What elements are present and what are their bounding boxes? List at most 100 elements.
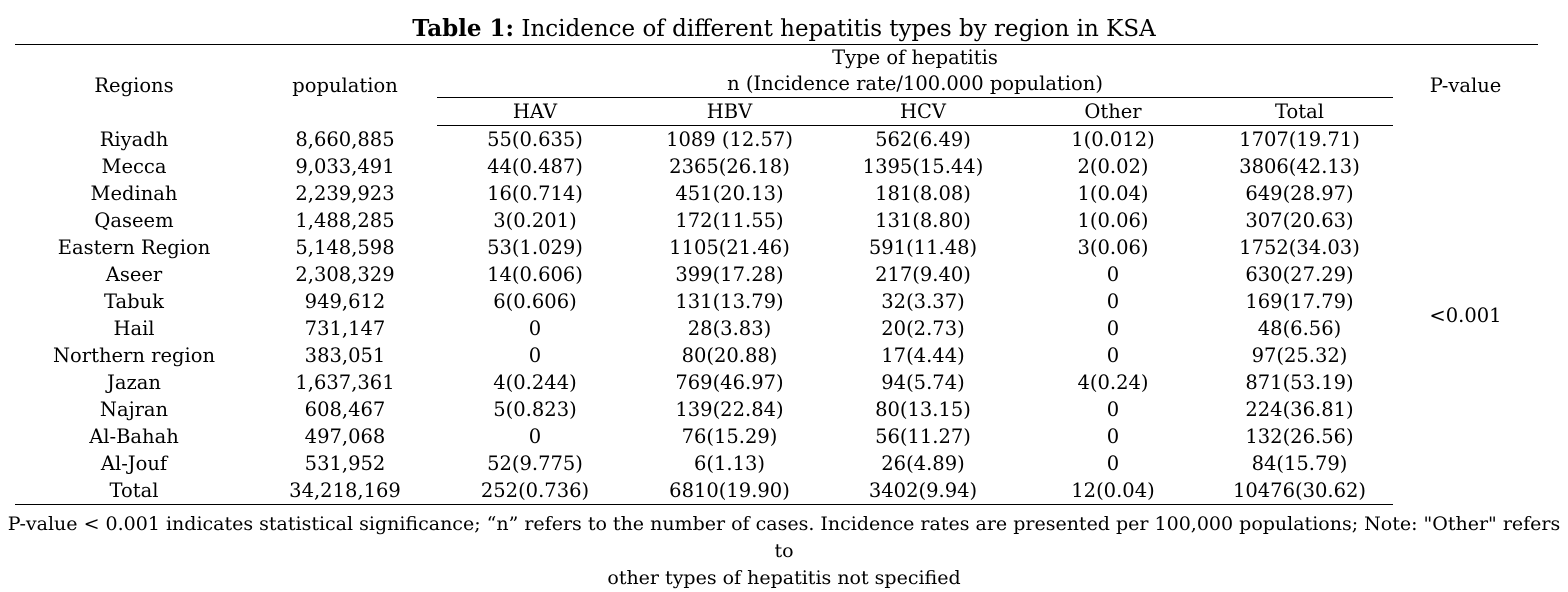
cell-region: Aseer: [105, 263, 163, 286]
cell-population: 531,952: [304, 452, 386, 475]
cell-total: 871(53.19): [1245, 371, 1354, 394]
table-title-label: Table 1:: [412, 15, 515, 42]
cell-region: Mecca: [101, 155, 167, 178]
cell-region: Al-Jouf: [100, 452, 168, 475]
cell-other: 0: [1106, 425, 1120, 448]
cell-hcv: 181(8.08): [875, 182, 971, 205]
table-row: Jazan 1,637,361 4(0.244) 769(46.97) 94(5.74)…: [15, 369, 1538, 396]
cell-total: 1707(19.71): [1239, 128, 1360, 151]
cell-population: 8,660,885: [295, 127, 395, 151]
table-row: Total 34,218,169 252(0.736) 6810(19.90) 3402…: [15, 477, 1538, 505]
cell-hcv: 26(4.89): [881, 452, 965, 475]
cell-total: 307(20.63): [1245, 209, 1354, 232]
header-other: Other: [1020, 97, 1206, 126]
cell-hcv: 94(5.74): [881, 371, 965, 394]
cell-total: 649(28.97): [1245, 182, 1354, 205]
cell-hcv: 80(13.15): [875, 398, 971, 421]
header-pvalue: P-value: [1393, 44, 1538, 126]
header-total: Total: [1206, 97, 1393, 126]
cell-hcv: 17(4.44): [881, 344, 965, 367]
cell-total: 630(27.29): [1245, 263, 1354, 286]
cell-population: 949,612: [304, 290, 386, 313]
header-type-of-hepatitis: Type of hepatitis: [437, 44, 1393, 71]
header-hbv: HBV: [633, 97, 826, 126]
cell-total: 10476(30.62): [1206, 477, 1393, 505]
cell-total: 169(17.79): [1245, 290, 1354, 313]
cell-region: Total: [15, 477, 253, 505]
cell-population: 383,051: [304, 344, 386, 367]
cell-other: 1(0.04): [1077, 182, 1149, 205]
cell-region: Eastern Region: [57, 236, 211, 259]
cell-other: 2(0.02): [1077, 155, 1149, 178]
cell-region: Hail: [113, 317, 155, 340]
table-title-text: Incidence of different hepatitis types b…: [521, 16, 1156, 42]
cell-hbv: 76(15.29): [681, 425, 778, 448]
header-hcv: HCV: [826, 97, 1020, 126]
cell-region: Al-Bahah: [89, 425, 179, 448]
cell-hav: 55(0.635): [487, 128, 583, 151]
cell-hbv: 1105(21.46): [669, 236, 790, 259]
table-row: Medinah 2,239,923 16(0.714) 451(20.13) 181(8…: [15, 180, 1538, 207]
table-row: Riyadh 8,660,885 55(0.635) 1089 (12.57) 562(…: [15, 126, 1538, 327]
cell-hcv: 217(9.40): [875, 263, 971, 286]
cell-region: Qaseem: [94, 209, 174, 232]
table-row: Northern region 383,051 0 80(20.88) 17(4.44)…: [15, 342, 1538, 369]
cell-region: Tabuk: [104, 290, 164, 313]
cell-hav: 0: [528, 317, 542, 340]
cell-hbv: 399(17.28): [675, 263, 784, 286]
cell-population: 5,148,598: [295, 236, 395, 259]
cell-other: 3(0.06): [1077, 236, 1149, 259]
cell-hcv: 591(11.48): [868, 236, 978, 259]
document-page: Table 1: Incidence of different hepatiti…: [0, 14, 1568, 589]
cell-total: 132(26.56): [1245, 425, 1354, 448]
cell-other: 0: [1106, 317, 1120, 340]
cell-hcv: 56(11.27): [875, 425, 971, 448]
table-row: Al-Jouf 531,952 52(9.775) 6(1.13) 26(4.89) 0 8…: [15, 450, 1538, 477]
header-population: population: [253, 44, 437, 126]
cell-total: 97(25.32): [1251, 344, 1348, 367]
cell-hav: 6(0.606): [493, 290, 577, 313]
cell-hcv: 32(3.37): [881, 290, 965, 313]
table-row: Eastern Region 5,148,598 53(1.029) 1105(21.…: [15, 234, 1538, 261]
table-row: Al-Bahah 497,068 0 76(15.29) 56(11.27) 0 132(2…: [15, 423, 1538, 450]
cell-hav: 53(1.029): [487, 236, 583, 259]
cell-population: 2,239,923: [295, 182, 395, 205]
cell-region: Riyadh: [99, 127, 169, 151]
table-title: Table 1: Incidence of different hepatiti…: [0, 14, 1568, 44]
cell-total: 3806(42.13): [1239, 155, 1360, 178]
cell-hbv: 6(1.13): [693, 452, 766, 475]
cell-hcv: 562(6.49): [875, 128, 971, 151]
cell-total: 1752(34.03): [1239, 236, 1360, 259]
table-row: Hail 731,147 0 28(3.83) 20(2.73) 0 48(6.56): [15, 315, 1538, 342]
cell-hcv: 3402(9.94): [826, 477, 1020, 505]
cell-hav: 5(0.823): [493, 398, 577, 421]
cell-hav: 252(0.736): [437, 477, 633, 505]
header-regions: Regions: [15, 44, 253, 126]
cell-other: 0: [1106, 398, 1120, 421]
cell-hbv: 28(3.83): [687, 317, 772, 340]
cell-hbv: 80(20.88): [681, 344, 778, 367]
cell-hav: 14(0.606): [487, 263, 583, 286]
cell-hav: 52(9.775): [487, 452, 583, 475]
cell-population: 731,147: [304, 317, 386, 340]
footnote-line-1: P-value < 0.001 indicates statistical si…: [7, 513, 1561, 562]
cell-hav: 3(0.201): [493, 209, 577, 232]
cell-population: 34,218,169: [253, 477, 437, 505]
header-hav: HAV: [437, 97, 633, 126]
cell-pvalue: <0.001: [1429, 303, 1502, 327]
cell-other: 0: [1106, 344, 1120, 367]
cell-population: 608,467: [304, 398, 386, 421]
cell-hbv: 1089 (12.57): [666, 128, 793, 151]
cell-region: Jazan: [107, 371, 161, 394]
cell-hbv: 139(22.84): [675, 398, 784, 421]
cell-region: Medinah: [90, 182, 178, 205]
cell-total: 48(6.56): [1257, 317, 1342, 340]
cell-hav: 0: [528, 344, 542, 367]
cell-hav: 16(0.714): [487, 182, 583, 205]
cell-population: 1,637,361: [295, 371, 395, 394]
cell-hbv: 131(13.79): [675, 290, 784, 313]
cell-other: 0: [1106, 290, 1120, 313]
cell-other: 1(0.06): [1077, 209, 1149, 232]
cell-population: 9,033,491: [295, 155, 395, 178]
table-row: Tabuk 949,612 6(0.606) 131(13.79) 32(3.37) 0 1…: [15, 288, 1538, 315]
